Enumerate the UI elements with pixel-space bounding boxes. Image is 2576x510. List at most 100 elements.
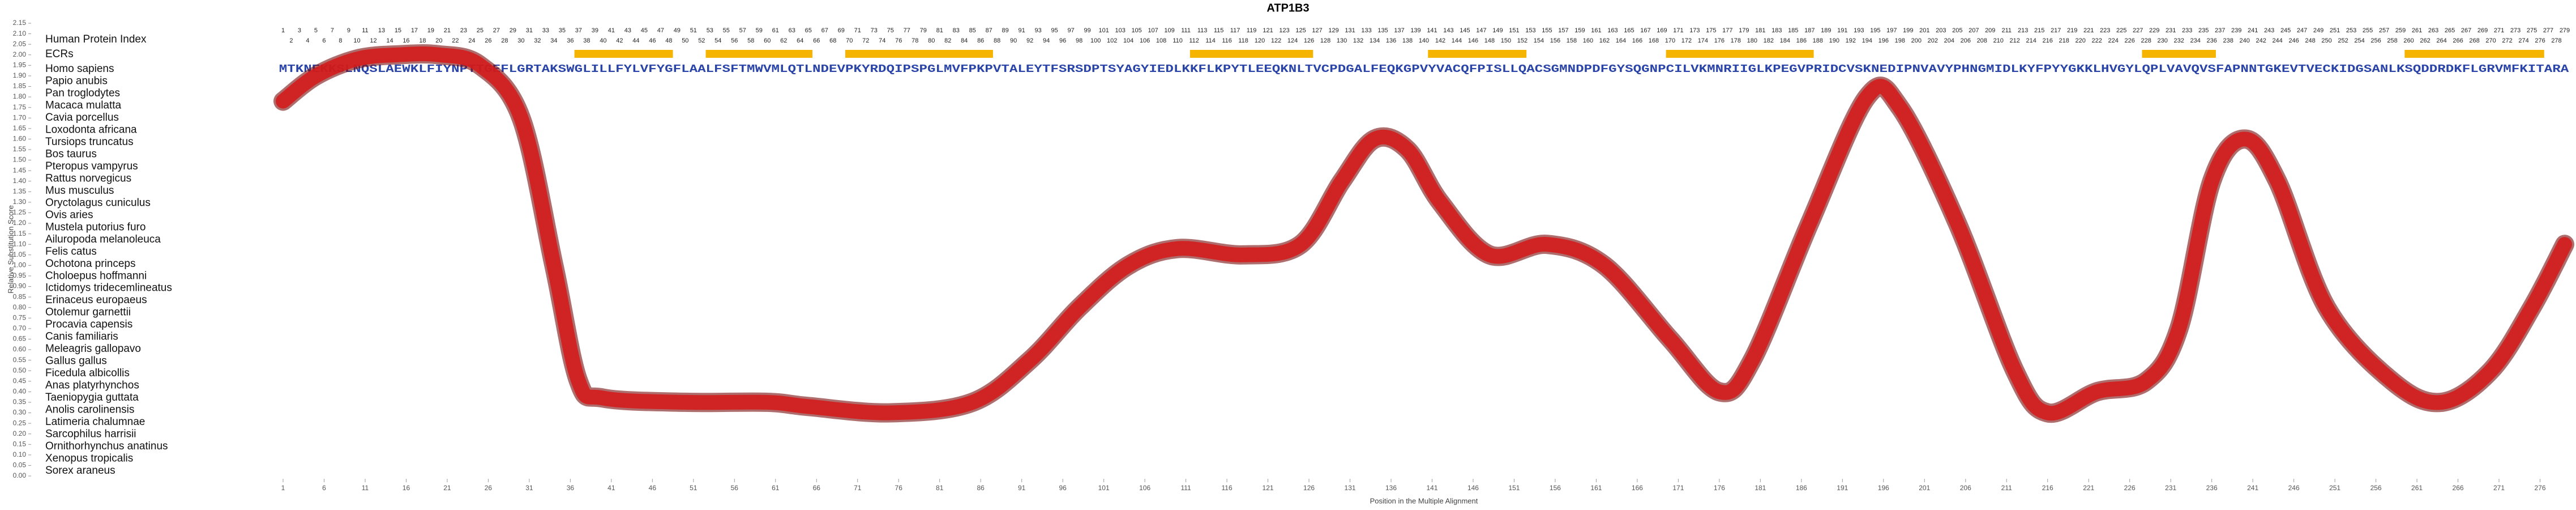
index-number: 15 — [395, 27, 401, 34]
index-number: 41 — [608, 27, 615, 34]
index-number: 137 — [1394, 27, 1404, 34]
species-name: Oryctolagus cuniculus — [45, 197, 151, 209]
y-tick-label: 1.25 — [13, 209, 27, 216]
index-number: 171 — [1673, 27, 1683, 34]
x-tick-label: 156 — [1550, 484, 1561, 492]
x-tick-label: 171 — [1672, 484, 1684, 492]
index-number: 159 — [1574, 27, 1585, 34]
y-tick-label: 1.65 — [13, 124, 27, 132]
y-tick-label: 0.20 — [13, 430, 27, 437]
x-tick-label: 31 — [525, 484, 533, 492]
index-number: 35 — [559, 27, 566, 34]
species-name: Bos taurus — [45, 148, 97, 160]
index-number: 178 — [1731, 37, 1741, 44]
index-number: 163 — [1607, 27, 1618, 34]
index-number: 230 — [2157, 37, 2167, 44]
x-tick-label: 76 — [895, 484, 903, 492]
y-tick-label: 1.00 — [13, 261, 27, 269]
index-number: 279 — [2560, 27, 2570, 34]
index-number: 198 — [1895, 37, 1905, 44]
index-number: 135 — [1377, 27, 1388, 34]
index-number: 43 — [624, 27, 631, 34]
x-tick-label: 16 — [403, 484, 410, 492]
index-number: 206 — [1961, 37, 1971, 44]
index-number: 102 — [1107, 37, 1117, 44]
index-number: 117 — [1230, 27, 1240, 34]
index-number: 200 — [1911, 37, 1922, 44]
index-number: 195 — [1870, 27, 1880, 34]
ecr-bar — [845, 50, 993, 58]
species-name: Canis familiaris — [45, 331, 118, 343]
species-name: Meleagris gallopavo — [45, 343, 141, 355]
index-number: 207 — [1969, 27, 1979, 34]
y-tick-label: 0.15 — [13, 440, 27, 448]
index-number: 177 — [1722, 27, 1732, 34]
x-tick-label: 141 — [1426, 484, 1437, 492]
x-tick-label: 246 — [2288, 484, 2300, 492]
index-number: 130 — [1337, 37, 1347, 44]
index-number: 10 — [353, 37, 360, 44]
y-tick-label: 0.45 — [13, 377, 27, 385]
index-number: 26 — [485, 37, 491, 44]
index-number: 257 — [2379, 27, 2389, 34]
index-number: 123 — [1279, 27, 1289, 34]
index-number: 222 — [2092, 37, 2102, 44]
index-number: 164 — [1616, 37, 1626, 44]
index-number: 119 — [1247, 27, 1257, 34]
index-number: 145 — [1460, 27, 1470, 34]
index-number: 266 — [2453, 37, 2463, 44]
index-number: 156 — [1550, 37, 1560, 44]
y-tick-label: 0.50 — [13, 366, 27, 374]
ecr-label: ECRs — [45, 48, 74, 60]
x-tick-label: 176 — [1714, 484, 1725, 492]
index-number: 162 — [1599, 37, 1610, 44]
index-number: 72 — [862, 37, 869, 44]
index-number: 260 — [2403, 37, 2414, 44]
x-tick-label: 26 — [485, 484, 493, 492]
index-number: 127 — [1312, 27, 1322, 34]
index-number: 115 — [1214, 27, 1224, 34]
x-tick-label: 41 — [607, 484, 615, 492]
index-number: 27 — [493, 27, 500, 34]
index-number: 182 — [1764, 37, 1774, 44]
index-number: 116 — [1222, 37, 1232, 44]
index-number: 254 — [2354, 37, 2364, 44]
index-number: 220 — [2076, 37, 2086, 44]
y-tick-label: 1.60 — [13, 135, 27, 143]
index-number: 22 — [452, 37, 459, 44]
index-number: 150 — [1501, 37, 1511, 44]
index-number: 211 — [2001, 27, 2012, 34]
index-number: 170 — [1665, 37, 1675, 44]
index-number: 56 — [731, 37, 738, 44]
index-number: 32 — [534, 37, 541, 44]
x-tick-label: 121 — [1263, 484, 1274, 492]
index-number: 48 — [665, 37, 672, 44]
species-name: Sorex araneus — [45, 465, 115, 477]
y-tick-label: 1.50 — [13, 156, 27, 164]
y-tick-label: 0.55 — [13, 356, 27, 364]
index-number: 44 — [632, 37, 639, 44]
index-number: 21 — [444, 27, 451, 34]
x-tick-label: 11 — [362, 484, 369, 492]
species-name: Anas platyrhynchos — [45, 380, 139, 392]
species-name: Papio anubis — [45, 75, 108, 87]
index-number: 258 — [2387, 37, 2397, 44]
x-tick-label: 256 — [2370, 484, 2382, 492]
index-number: 19 — [427, 27, 434, 34]
index-number: 53 — [707, 27, 713, 34]
y-tick-label: 1.35 — [13, 187, 27, 195]
x-tick-label: 271 — [2493, 484, 2505, 492]
index-number: 272 — [2502, 37, 2512, 44]
index-number: 219 — [2067, 27, 2077, 34]
species-name: Ornithorhynchus anatinus — [45, 440, 168, 452]
index-number: 52 — [698, 37, 705, 44]
y-tick-label: 2.00 — [13, 50, 27, 58]
y-tick-label: 0.35 — [13, 398, 27, 406]
index-number: 94 — [1043, 37, 1050, 44]
index-number: 71 — [854, 27, 861, 34]
index-number: 98 — [1076, 37, 1082, 44]
index-number: 103 — [1115, 27, 1125, 34]
index-number: 3 — [298, 27, 301, 34]
species-name: Ailuropoda melanoleuca — [45, 233, 161, 245]
index-number: 62 — [780, 37, 787, 44]
